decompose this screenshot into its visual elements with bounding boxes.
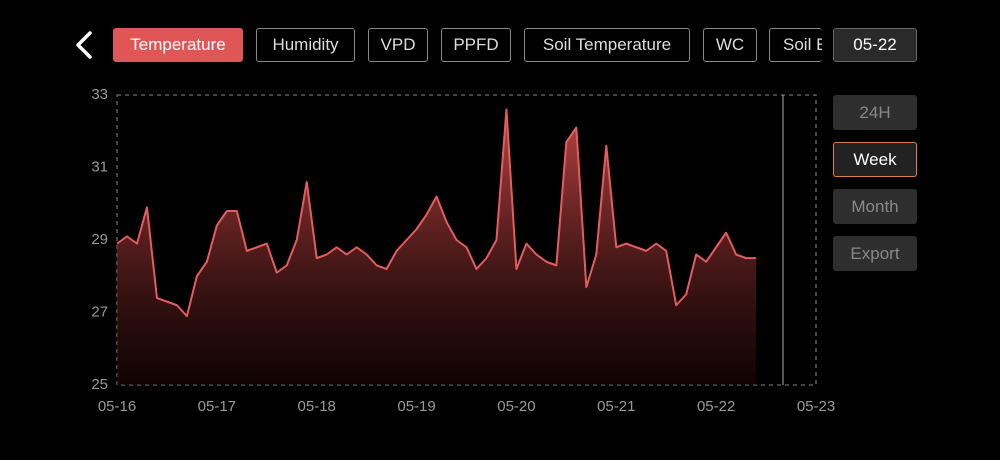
tab[interactable]: Temperature (113, 28, 243, 62)
area-fill (117, 109, 757, 385)
date-picker[interactable]: 05-22 (833, 28, 917, 62)
x-tick-label: 05-16 (98, 398, 136, 415)
x-tick-label: 05-17 (198, 398, 236, 415)
range-button[interactable]: Week (833, 142, 917, 177)
x-tick-label: 05-22 (697, 398, 735, 415)
back-button[interactable] (70, 25, 100, 65)
plot-frame (116, 94, 817, 386)
y-tick-label: 27 (91, 303, 108, 320)
range-button[interactable]: 24H (833, 95, 917, 130)
tab[interactable]: Soil E (769, 28, 822, 62)
x-tick-label: 05-19 (397, 398, 435, 415)
tab[interactable]: Humidity (256, 28, 355, 62)
y-tick-label: 33 (91, 86, 108, 103)
tab[interactable]: VPD (368, 28, 428, 62)
y-tick-label: 25 (91, 376, 108, 393)
y-tick-label: 31 (91, 158, 108, 175)
line (116, 108, 757, 318)
x-tick-label: 05-21 (597, 398, 635, 415)
x-tick-label: 05-23 (797, 398, 835, 415)
tab[interactable]: Soil Temperature (524, 28, 690, 62)
y-tick-label: 29 (91, 231, 108, 248)
tab[interactable]: PPFD (441, 28, 511, 62)
range-button[interactable]: Export (833, 236, 917, 271)
x-tick-label: 05-20 (497, 398, 535, 415)
x-tick-label: 05-18 (298, 398, 336, 415)
tab[interactable]: WC (703, 28, 757, 62)
range-button[interactable]: Month (833, 189, 917, 224)
